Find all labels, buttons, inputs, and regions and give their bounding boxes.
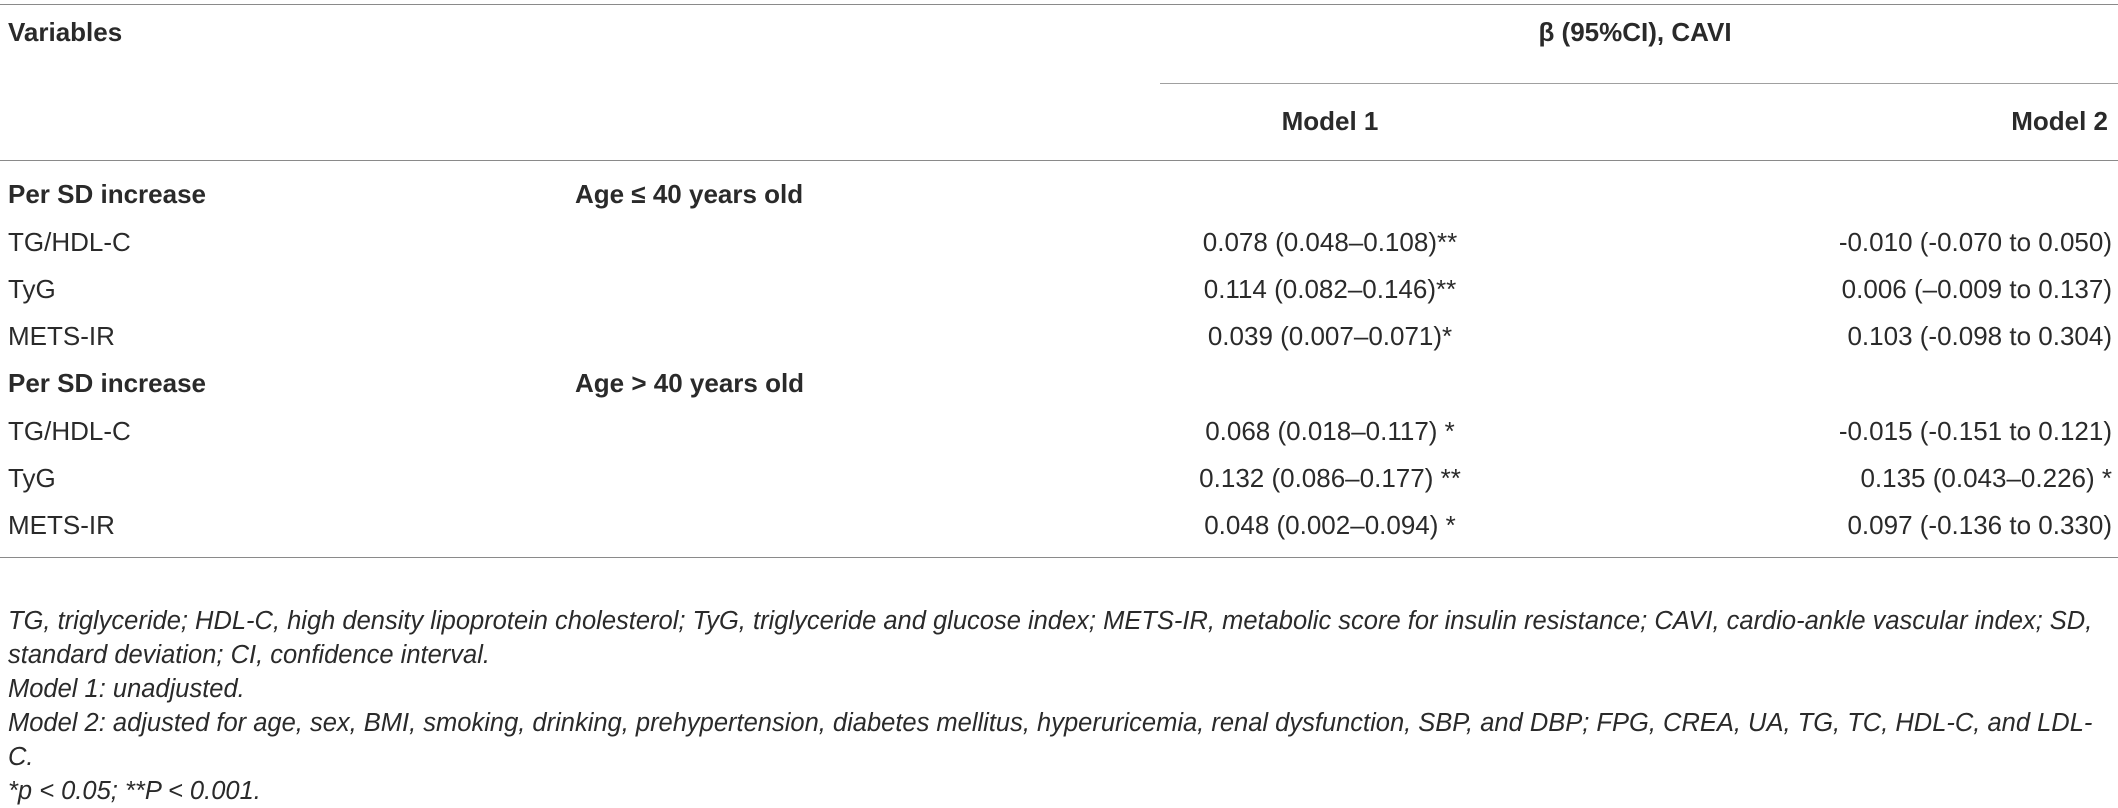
table-footnotes: TG, triglyceride; HDL-C, high density li… xyxy=(8,604,2108,808)
row-variable: TyG xyxy=(8,274,56,304)
row-model2-value: -0.015 (-0.151 to 0.121) xyxy=(1838,416,2112,446)
header-bottom-rule xyxy=(0,160,2118,161)
footnote-abbreviations: TG, triglyceride; HDL-C, high density li… xyxy=(8,607,2093,669)
row-model2-value: -0.010 (-0.070 to 0.050) xyxy=(1838,227,2112,257)
row-model1-value: 0.068 (0.018–0.117) * xyxy=(1205,416,1455,446)
row-variable: TG/HDL-C xyxy=(8,227,131,257)
row-model2-value: 0.097 (-0.136 to 0.330) xyxy=(1847,510,2112,540)
footnote-model2: Model 2: adjusted for age, sex, BMI, smo… xyxy=(8,709,2093,771)
header-model1: Model 1 xyxy=(1281,106,1379,136)
row-model2-value: 0.006 (–0.009 to 0.137) xyxy=(1841,274,2112,304)
footnote-model1: Model 1: unadjusted. xyxy=(8,675,245,703)
header-group: β (95%CI), CAVI xyxy=(1538,17,1732,47)
row-variable: TyG xyxy=(8,463,56,493)
section-label: Per SD increase xyxy=(8,179,207,209)
group-header-rule xyxy=(1160,83,2118,84)
row-model1-value: 0.132 (0.086–0.177) ** xyxy=(1199,463,1461,493)
header-variables: Variables xyxy=(8,17,123,47)
row-model1-value: 0.039 (0.007–0.071)* xyxy=(1207,321,1453,351)
section-label: Per SD increase xyxy=(8,368,207,398)
section-age-group: Age ≤ 40 years old xyxy=(575,179,804,209)
row-variable: METS-IR xyxy=(8,321,115,351)
row-model1-value: 0.114 (0.082–0.146)** xyxy=(1203,274,1457,304)
row-model2-value: 0.103 (-0.098 to 0.304) xyxy=(1847,321,2112,351)
table-bottom-rule xyxy=(0,557,2118,558)
header-model2: Model 2 xyxy=(2011,106,2108,136)
row-model1-value: 0.048 (0.002–0.094) * xyxy=(1204,510,1456,540)
section-age-group: Age > 40 years old xyxy=(575,368,805,398)
row-model2-value: 0.135 (0.043–0.226) * xyxy=(1860,463,2112,493)
row-model1-value: 0.078 (0.048–0.108)** xyxy=(1202,227,1458,257)
footnote-significance: *p < 0.05; **P < 0.001. xyxy=(8,777,261,805)
row-variable: METS-IR xyxy=(8,510,115,540)
row-variable: TG/HDL-C xyxy=(8,416,131,446)
table-top-rule xyxy=(0,4,2118,5)
